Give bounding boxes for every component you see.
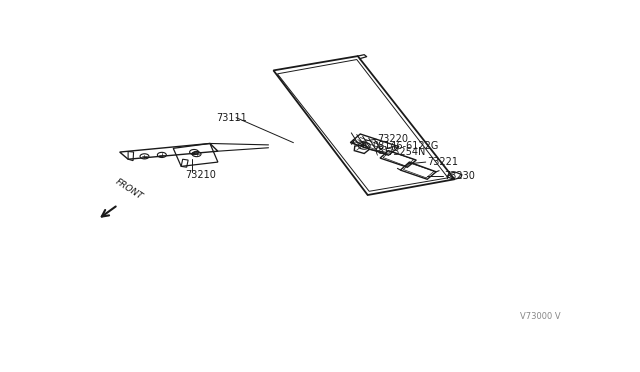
- Text: B: B: [362, 143, 367, 149]
- Text: 73230: 73230: [445, 170, 476, 180]
- Text: 73210: 73210: [185, 170, 216, 180]
- Text: FRONT: FRONT: [113, 177, 144, 202]
- Text: 08146-6122G: 08146-6122G: [372, 141, 439, 151]
- Text: 73220: 73220: [378, 134, 408, 144]
- Text: 73221: 73221: [428, 157, 458, 167]
- Text: V73000 V: V73000 V: [520, 312, 561, 321]
- Text: (8): (8): [374, 145, 388, 155]
- Text: 73111: 73111: [216, 113, 247, 123]
- Text: 73254N: 73254N: [388, 147, 426, 157]
